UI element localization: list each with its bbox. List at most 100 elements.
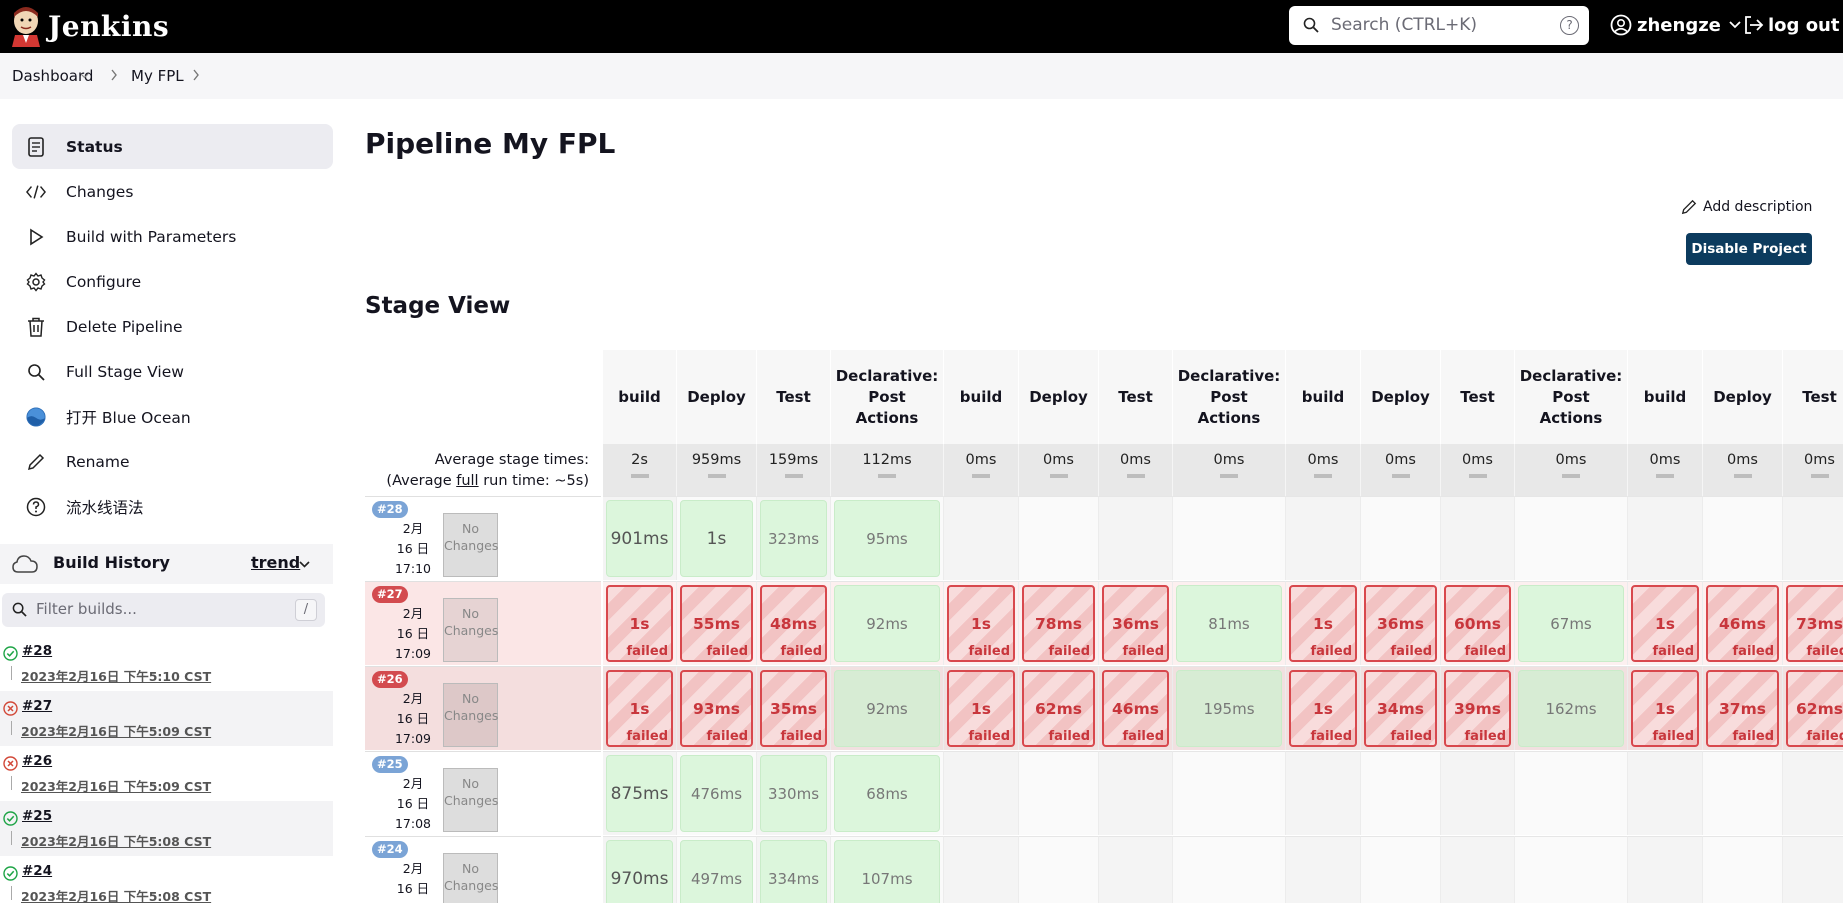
stage-cell[interactable]: 1s failed [944,666,1019,750]
failed-stage-box[interactable]: 1s failed [1289,585,1357,662]
stage-cell[interactable]: 48ms failed [757,581,831,665]
success-stage-box[interactable]: 334ms [760,840,827,903]
failed-stage-box[interactable]: 1s failed [606,585,673,662]
run-label[interactable]: #24 2月 16 日 No Changes [365,836,601,903]
chevron-right-icon[interactable] [192,69,200,81]
chevron-down-icon[interactable] [299,561,310,568]
stage-cell[interactable]: 62ms failed [1783,666,1843,750]
stage-cell[interactable]: 36ms failed [1099,581,1173,665]
failed-stage-box[interactable]: 60ms failed [1444,585,1511,662]
success-stage-box[interactable]: 1s [680,500,753,577]
success-stage-box[interactable]: 95ms [834,500,940,577]
search-help-icon[interactable]: ? [1560,16,1579,35]
build-date[interactable]: 2023年2月16日 下午5:10 CST [21,669,212,684]
failed-stage-box[interactable]: 1s failed [1631,670,1699,747]
build-item-25[interactable]: #25 2023年2月16日 下午5:08 CST [0,801,333,856]
failed-stage-box[interactable]: 1s failed [1289,670,1357,747]
failed-stage-box[interactable]: 62ms failed [1786,670,1843,747]
add-description-link[interactable]: Add description [1681,199,1812,215]
stage-cell[interactable]: 93ms failed [677,666,757,750]
run-tag[interactable]: #28 [372,501,408,518]
failed-stage-box[interactable]: 35ms failed [760,670,827,747]
user-menu[interactable]: zhengze [1610,14,1741,36]
stage-cell[interactable]: 78ms failed [1019,581,1099,665]
run-tag[interactable]: #24 [372,841,408,858]
success-stage-box[interactable]: 497ms [680,840,753,903]
build-number[interactable]: #28 [22,643,53,659]
stage-cell[interactable]: 81ms [1173,581,1286,665]
failed-stage-box[interactable]: 55ms failed [680,585,753,662]
stage-cell[interactable]: 55ms failed [677,581,757,665]
stage-cell[interactable]: 60ms failed [1441,581,1515,665]
build-date[interactable]: 2023年2月16日 下午5:08 CST [21,889,212,904]
success-stage-box[interactable]: 92ms [834,585,940,662]
sidebar-item-blue-ocean[interactable]: 打开 Blue Ocean [12,394,333,439]
failed-stage-box[interactable]: 73ms failed [1786,585,1843,662]
breadcrumb-dashboard[interactable]: Dashboard [12,67,94,85]
failed-stage-box[interactable]: 1s failed [606,670,673,747]
build-number[interactable]: #26 [22,753,53,769]
failed-stage-box[interactable]: 62ms failed [1022,670,1095,747]
run-label[interactable]: #27 2月 16 日 17:09 No Changes [365,581,601,665]
failed-stage-box[interactable]: 78ms failed [1022,585,1095,662]
stage-cell[interactable]: 46ms failed [1703,581,1783,665]
stage-cell[interactable]: 46ms failed [1099,666,1173,750]
build-item-27[interactable]: #27 2023年2月16日 下午5:09 CST [0,691,333,746]
success-stage-box[interactable]: 195ms [1176,670,1282,747]
run-tag[interactable]: #25 [372,756,408,773]
success-stage-box[interactable]: 107ms [834,840,940,903]
failed-stage-box[interactable]: 1s failed [1631,585,1699,662]
build-number[interactable]: #24 [22,863,53,879]
failed-stage-box[interactable]: 46ms failed [1706,585,1779,662]
build-date[interactable]: 2023年2月16日 下午5:08 CST [21,834,212,849]
success-stage-box[interactable]: 330ms [760,755,827,832]
sidebar-item-rename[interactable]: Rename [12,439,333,484]
build-item-26[interactable]: #26 2023年2月16日 下午5:09 CST [0,746,333,801]
failed-stage-box[interactable]: 36ms failed [1364,585,1437,662]
stage-cell[interactable]: 68ms [831,751,944,835]
stage-cell[interactable]: 39ms failed [1441,666,1515,750]
success-stage-box[interactable]: 68ms [834,755,940,832]
stage-cell[interactable]: 95ms [831,496,944,580]
stage-cell[interactable]: 92ms [831,581,944,665]
stage-cell[interactable]: 34ms failed [1361,666,1441,750]
failed-stage-box[interactable]: 37ms failed [1706,670,1779,747]
stage-cell[interactable]: 1s failed [944,581,1019,665]
failed-stage-box[interactable]: 48ms failed [760,585,827,662]
stage-cell[interactable]: 37ms failed [1703,666,1783,750]
breadcrumb-my-fpl[interactable]: My FPL [131,67,184,85]
failed-stage-box[interactable]: 93ms failed [680,670,753,747]
build-item-28[interactable]: #28 2023年2月16日 下午5:10 CST [0,636,333,691]
search-box[interactable]: Search (CTRL+K) ? [1289,6,1589,45]
success-stage-box[interactable]: 901ms [606,500,673,577]
disable-project-button[interactable]: Disable Project [1686,233,1812,265]
run-tag[interactable]: #27 [372,586,408,603]
stage-cell[interactable]: 73ms failed [1783,581,1843,665]
build-date[interactable]: 2023年2月16日 下午5:09 CST [21,779,212,794]
stage-cell[interactable]: 107ms [831,836,944,903]
stage-cell[interactable]: 67ms [1515,581,1628,665]
stage-cell[interactable]: 497ms [677,836,757,903]
failed-stage-box[interactable]: 1s failed [947,585,1015,662]
chevron-down-icon[interactable] [80,73,89,79]
sidebar-item-full-stage-view[interactable]: Full Stage View [12,349,333,394]
stage-cell[interactable]: 901ms [603,496,677,580]
filter-builds-input[interactable]: Filter builds... / [2,593,325,627]
build-number[interactable]: #27 [22,698,53,714]
run-label[interactable]: #28 2月 16 日 17:10 No Changes [365,496,601,580]
success-stage-box[interactable]: 92ms [834,670,940,747]
stage-cell[interactable]: 92ms [831,666,944,750]
stage-cell[interactable]: 35ms failed [757,666,831,750]
stage-cell[interactable]: 1s [677,496,757,580]
success-stage-box[interactable]: 476ms [680,755,753,832]
sidebar-item-configure[interactable]: Configure [12,259,333,304]
sidebar-item-pipeline-syntax[interactable]: 流水线语法 [12,484,333,529]
sidebar-item-changes[interactable]: Changes [12,169,333,214]
build-number[interactable]: #25 [22,808,53,824]
logout-link[interactable]: log out [1742,14,1839,36]
sidebar-item-build-with-parameters[interactable]: Build with Parameters [12,214,333,259]
failed-stage-box[interactable]: 36ms failed [1102,585,1169,662]
success-stage-box[interactable]: 162ms [1518,670,1624,747]
sidebar-item-delete-pipeline[interactable]: Delete Pipeline [12,304,333,349]
stage-cell[interactable]: 334ms [757,836,831,903]
